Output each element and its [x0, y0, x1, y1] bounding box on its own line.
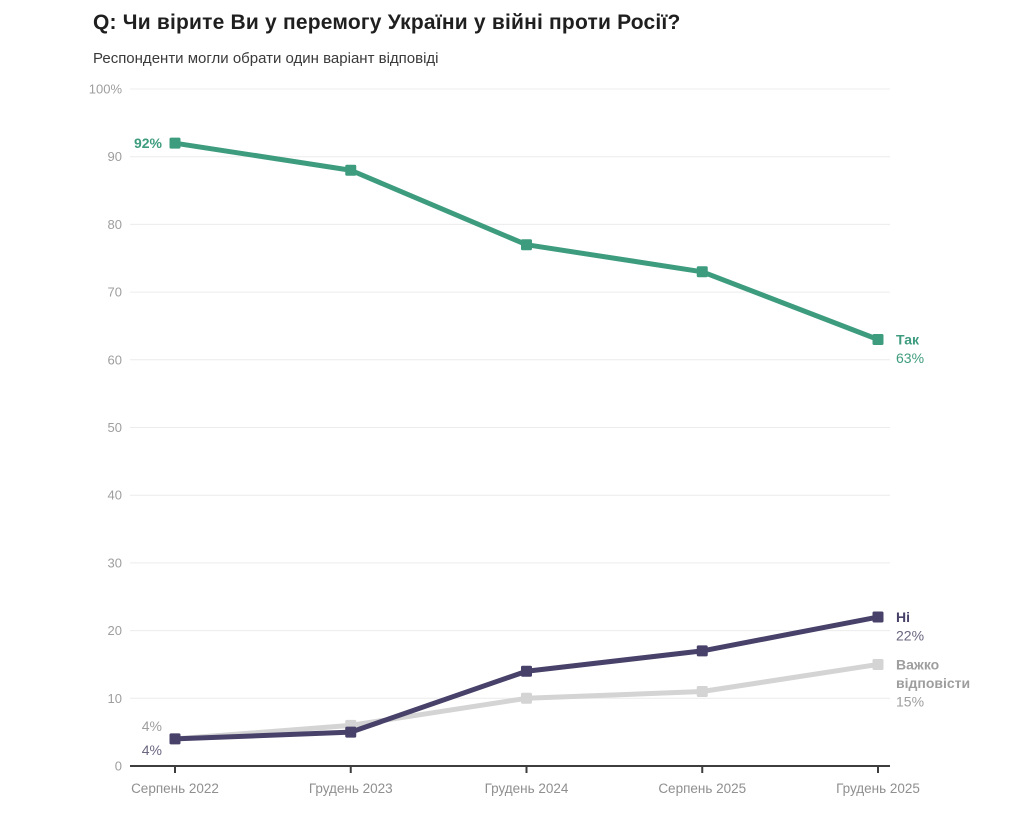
chart-subtitle: Респонденти могли обрати один варіант ві… — [93, 50, 439, 67]
data-point-marker — [696, 266, 708, 278]
end-value-label: 22% — [896, 628, 924, 644]
y-axis-tick-label: 40 — [108, 488, 122, 503]
data-point-marker — [872, 611, 884, 623]
data-point-marker — [521, 692, 532, 704]
x-axis-label: Серпень 2022 — [131, 781, 219, 796]
y-axis-tick-label: 80 — [108, 217, 122, 232]
y-axis-tick-label: 10 — [108, 691, 122, 706]
x-axis-label: Грудень 2025 — [836, 781, 920, 796]
data-point-marker — [169, 733, 181, 745]
start-value-label: 4% — [142, 718, 162, 734]
y-axis-tick-label: 100% — [89, 82, 123, 97]
data-point-marker — [696, 645, 708, 657]
end-value-label: 63% — [896, 350, 924, 366]
series-line-1 — [174, 614, 879, 742]
data-point-marker — [521, 239, 532, 251]
series-name-label: Так — [896, 331, 920, 347]
y-axis-tick-label: 60 — [108, 352, 122, 367]
x-axis-label: Серпень 2025 — [658, 781, 746, 796]
start-value-label: 4% — [142, 742, 162, 758]
x-axis-label: Грудень 2024 — [485, 781, 569, 796]
data-point-marker — [345, 164, 357, 176]
chart-title: Q: Чи вірите Ви у перемогу України у вій… — [93, 11, 681, 34]
y-axis-tick-label: 0 — [115, 759, 122, 774]
data-point-marker — [696, 686, 708, 698]
y-axis-tick-label: 50 — [108, 420, 122, 435]
y-axis-tick-label: 30 — [108, 555, 122, 570]
series-name-label: відповісти — [896, 675, 970, 691]
start-value-label: 92% — [134, 135, 163, 151]
series-name-label: Ні — [896, 609, 910, 625]
y-axis-tick-label: 90 — [108, 149, 122, 164]
data-point-marker — [345, 726, 357, 738]
y-axis-tick-label: 20 — [108, 623, 122, 638]
data-point-marker — [521, 665, 532, 677]
data-point-marker — [872, 333, 884, 345]
x-axis-label: Грудень 2023 — [309, 781, 393, 796]
data-point-marker — [169, 137, 181, 149]
end-value-label: 15% — [896, 693, 924, 709]
data-point-marker — [872, 658, 884, 670]
series-name-label: Важко — [896, 656, 939, 672]
y-axis-tick-label: 70 — [108, 285, 122, 300]
